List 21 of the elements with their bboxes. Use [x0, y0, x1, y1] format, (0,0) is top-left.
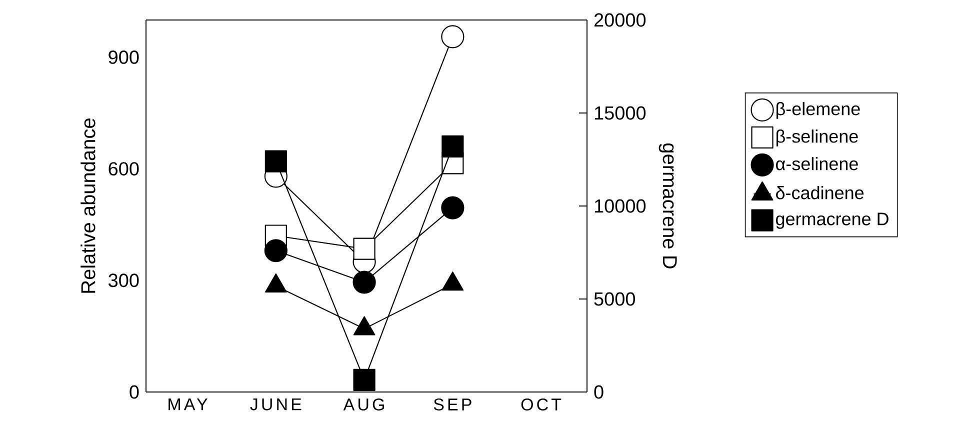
x-tick-label: SEP: [434, 398, 472, 411]
y-tick-label: 900: [108, 50, 139, 64]
x-tick-label: MAY: [168, 398, 208, 410]
legend-label: α-selinene: [776, 157, 858, 170]
y2-tick-label: 15000: [594, 106, 646, 120]
y2-tick-label: 5000: [594, 292, 636, 306]
y2-tick-label: 0: [594, 385, 604, 399]
legend-label: β-selinene: [776, 130, 858, 146]
y-tick-label: 600: [108, 162, 139, 176]
y-tick-label: 300: [108, 274, 139, 288]
legend-label: δ-cadinene: [776, 186, 864, 200]
y2-axis-title: germacrene D: [658, 143, 677, 268]
x-tick-label: AUG: [343, 398, 384, 411]
legend-label: germacrene D: [776, 212, 888, 229]
x-tick-label: OCT: [521, 398, 562, 411]
x-tick-label: JUNE: [250, 398, 302, 410]
legend-label: β-elemene: [776, 102, 860, 119]
y-tick-label: 0: [130, 385, 139, 399]
y2-tick-label: 10000: [594, 199, 646, 213]
y2-tick-label: 20000: [594, 13, 646, 27]
y-axis-title: Relative abundance: [80, 118, 96, 293]
